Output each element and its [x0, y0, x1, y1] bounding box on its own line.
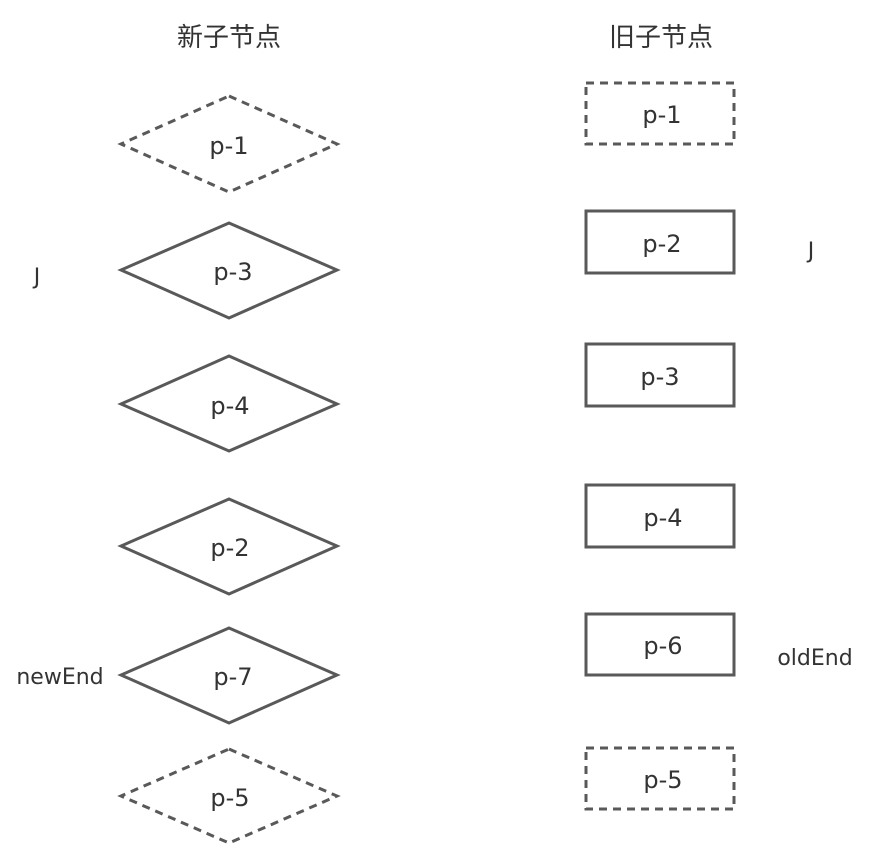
new-end-pointer-label: newEnd — [16, 665, 103, 690]
old-end-pointer-label: oldEnd — [777, 646, 852, 671]
new-node-6-label: p-5 — [210, 784, 249, 812]
new-node-3: p-4 — [117, 354, 341, 453]
new-node-4: p-2 — [117, 497, 341, 596]
new-node-2-label: p-3 — [213, 258, 252, 286]
header-new-children: 新子节点 — [177, 23, 281, 53]
new-node-5-shape — [117, 626, 341, 725]
old-node-1-shape — [584, 81, 736, 146]
new-node-1-label: p-1 — [209, 132, 248, 160]
old-node-5-label: p-6 — [643, 632, 682, 660]
new-start-pointer-label: J — [32, 265, 41, 290]
new-node-2-shape — [117, 221, 341, 320]
old-start-pointer-label: J — [806, 239, 815, 264]
old-node-3: p-3 — [584, 342, 736, 408]
new-node-5-label: p-7 — [213, 663, 252, 691]
new-node-2: p-3 — [117, 221, 341, 320]
old-node-6: p-5 — [584, 746, 736, 811]
new-node-5: p-7 — [117, 626, 341, 725]
old-node-4-label: p-4 — [643, 504, 682, 532]
old-node-3-shape — [584, 342, 736, 408]
old-node-2: p-2 — [584, 209, 736, 275]
new-node-4-label: p-2 — [210, 534, 249, 562]
new-node-4-shape — [117, 497, 341, 596]
new-node-6-shape — [117, 747, 341, 845]
old-node-5-shape — [584, 612, 736, 677]
old-node-3-label: p-3 — [640, 363, 679, 391]
new-node-3-label: p-4 — [210, 392, 249, 420]
old-node-2-label: p-2 — [642, 230, 681, 258]
header-old-children: 旧子节点 — [609, 23, 713, 53]
old-node-1: p-1 — [584, 81, 736, 146]
new-node-1-shape — [117, 94, 341, 194]
new-node-1: p-1 — [117, 94, 341, 194]
old-node-4-shape — [584, 483, 736, 549]
old-node-4: p-4 — [584, 483, 736, 549]
old-node-5: p-6 — [584, 612, 736, 677]
new-node-3-shape — [117, 354, 341, 453]
new-node-6: p-5 — [117, 747, 341, 845]
old-node-6-shape — [584, 746, 736, 811]
old-node-2-shape — [584, 209, 736, 275]
old-node-6-label: p-5 — [643, 766, 682, 794]
old-node-1-label: p-1 — [642, 101, 681, 129]
